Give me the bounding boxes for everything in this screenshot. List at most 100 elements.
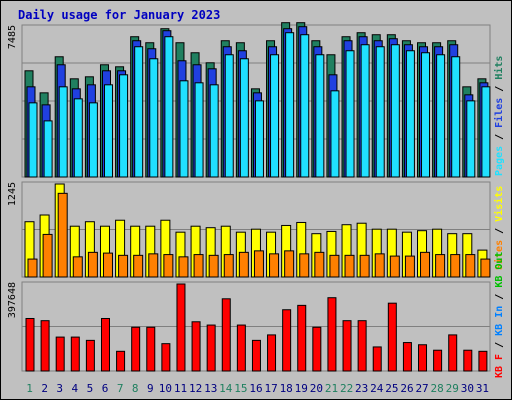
- sites-bar-14: [223, 254, 234, 278]
- kbf-bar-3: [55, 336, 65, 372]
- sites-bar-30: [465, 254, 476, 278]
- pages-bar-2: [43, 120, 53, 178]
- sites-bar-26: [404, 255, 415, 278]
- sites-bar-11: [178, 256, 189, 278]
- kbf-bar-22: [342, 320, 352, 372]
- legend-entry-kb-out: KB Out: [494, 252, 505, 288]
- sites-bar-2: [42, 233, 53, 278]
- x-tick-label-15: 15: [234, 382, 247, 395]
- kbf-bar-26: [402, 342, 412, 372]
- legend-entry-pages: Pages: [494, 146, 505, 176]
- x-tick-label-18: 18: [280, 382, 293, 395]
- pages-bar-5: [88, 102, 98, 178]
- x-tick-label-1: 1: [26, 382, 33, 395]
- pages-bar-19: [300, 34, 310, 178]
- x-tick-label-26: 26: [400, 382, 413, 395]
- sites-bar-1: [27, 258, 38, 278]
- sites-bar-18: [284, 250, 295, 278]
- x-tick-label-2: 2: [41, 382, 48, 395]
- kbf-bar-25: [387, 302, 397, 372]
- x-tick-label-14: 14: [219, 382, 233, 395]
- kbf-bar-23: [357, 320, 367, 372]
- x-tick-label-4: 4: [72, 382, 79, 395]
- kbf-bar-13: [206, 324, 216, 372]
- x-tick-label-11: 11: [174, 382, 187, 395]
- kbf-bar-14: [221, 298, 231, 372]
- kbf-bar-21: [327, 297, 337, 372]
- pages-bar-18: [285, 32, 295, 178]
- x-tick-label-16: 16: [249, 382, 262, 395]
- panel-1-y-max-label: 7485: [7, 25, 18, 49]
- kbf-bar-4: [70, 336, 80, 372]
- legend-separator: /: [494, 288, 505, 306]
- kbf-bar-7: [116, 350, 126, 372]
- pages-bar-24: [375, 46, 385, 178]
- x-tick-label-23: 23: [355, 382, 368, 395]
- sites-bar-19: [299, 253, 310, 278]
- x-tick-label-20: 20: [310, 382, 323, 395]
- x-tick-label-8: 8: [132, 382, 139, 395]
- sites-bar-20: [314, 251, 325, 278]
- pages-bar-1: [28, 102, 38, 178]
- kbf-bar-9: [146, 326, 156, 372]
- legend-entry-kb-in: KB In: [494, 306, 505, 336]
- kbf-bar-31: [478, 350, 488, 372]
- x-tick-label-9: 9: [147, 382, 154, 395]
- pages-bar-6: [103, 84, 113, 178]
- x-tick-label-27: 27: [415, 382, 428, 395]
- pages-bar-13: [209, 84, 219, 178]
- sites-bar-25: [389, 255, 400, 278]
- kbf-bar-17: [267, 334, 277, 372]
- x-tick-label-10: 10: [159, 382, 172, 395]
- sites-bar-31: [480, 258, 491, 278]
- sites-bar-15: [238, 251, 249, 278]
- sites-bar-23: [359, 254, 370, 278]
- pages-bar-22: [345, 50, 355, 178]
- x-tick-label-31: 31: [476, 382, 489, 395]
- panel-3-legend: KB F / KB In / KB Out: [494, 252, 505, 378]
- pages-bar-16: [254, 100, 264, 178]
- x-tick-label-3: 3: [56, 382, 63, 395]
- pages-bar-8: [134, 46, 144, 178]
- kbf-bar-6: [100, 317, 110, 372]
- kbf-bar-18: [282, 309, 292, 372]
- kbf-bar-5: [85, 339, 95, 372]
- kbf-bar-20: [312, 326, 322, 372]
- pages-bar-4: [73, 98, 83, 178]
- sites-bar-28: [435, 254, 446, 278]
- kbf-bar-2: [40, 320, 50, 372]
- pages-bar-14: [224, 54, 234, 178]
- sites-bar-27: [420, 251, 431, 278]
- legend-entry-visits: Visits: [493, 186, 505, 222]
- legend-entry-hits: Hits: [493, 56, 505, 80]
- x-tick-label-21: 21: [325, 382, 338, 395]
- pages-bar-31: [481, 86, 491, 178]
- x-tick-label-19: 19: [295, 382, 308, 395]
- sites-bar-29: [450, 254, 461, 278]
- x-tick-label-30: 30: [461, 382, 474, 395]
- panel-1-legend: Pages / Files / Hits: [493, 56, 505, 176]
- pages-bar-21: [330, 90, 340, 178]
- kbf-bar-1: [25, 317, 35, 372]
- pages-bar-27: [421, 52, 431, 178]
- pages-bar-20: [315, 54, 325, 178]
- x-tick-label-25: 25: [385, 382, 398, 395]
- x-tick-label-7: 7: [117, 382, 124, 395]
- x-tick-label-24: 24: [370, 382, 384, 395]
- x-tick-label-13: 13: [204, 382, 217, 395]
- pages-bar-12: [194, 82, 204, 178]
- pages-bar-30: [466, 100, 476, 178]
- pages-bar-26: [405, 50, 415, 178]
- sites-bar-6: [102, 252, 113, 278]
- pages-bar-25: [390, 44, 400, 178]
- kbf-bar-28: [433, 349, 443, 372]
- pages-bar-3: [58, 86, 68, 178]
- chart-title: Daily usage for January 2023: [18, 8, 220, 22]
- sites-bar-3: [57, 192, 68, 278]
- x-tick-label-12: 12: [189, 382, 202, 395]
- kbf-bar-15: [236, 324, 246, 372]
- legend-entry-files: Files: [493, 98, 505, 128]
- kbf-bar-12: [191, 321, 201, 372]
- pages-bar-29: [451, 56, 461, 178]
